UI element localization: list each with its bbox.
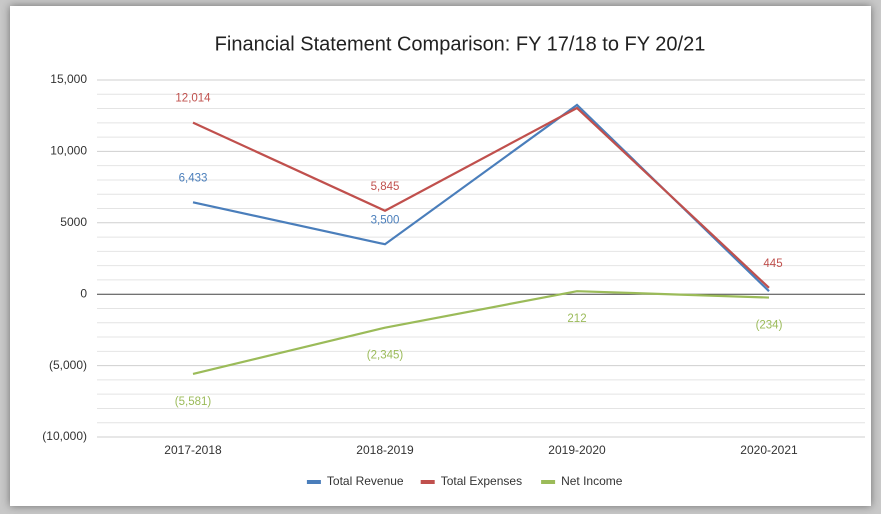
chart-title: Financial Statement Comparison: FY 17/18… xyxy=(215,33,706,55)
x-tick-label: 2018-2019 xyxy=(356,443,414,457)
legend-swatch xyxy=(306,480,321,484)
series-line xyxy=(192,106,770,289)
data-label: 212 xyxy=(567,313,586,325)
data-label: 12,014 xyxy=(175,93,211,105)
legend-swatch xyxy=(420,480,435,484)
y-tick-label: 15,000 xyxy=(50,72,87,86)
data-label: 6,433 xyxy=(179,172,208,184)
y-tick-label: 5000 xyxy=(60,215,87,229)
data-label: (5,581) xyxy=(175,396,212,408)
y-tick-label: (5,000) xyxy=(49,358,87,372)
x-tick-label: 2020-2021 xyxy=(740,443,798,457)
y-tick-label: 0 xyxy=(80,286,87,300)
series-line xyxy=(192,290,770,375)
data-label: 5,845 xyxy=(371,181,400,193)
legend-label: Total Revenue xyxy=(327,474,404,488)
data-label: 445 xyxy=(763,258,782,270)
x-tick-label: 2017-2018 xyxy=(164,443,222,457)
data-label: 3,500 xyxy=(371,214,400,226)
data-label: (234) xyxy=(756,320,783,332)
legend-label: Total Expenses xyxy=(441,474,522,488)
x-tick-label: 2019-2020 xyxy=(548,443,606,457)
y-tick-label: (10,000) xyxy=(42,429,87,443)
series-line xyxy=(192,103,770,292)
y-tick-label: 10,000 xyxy=(50,144,87,158)
legend-label: Net Income xyxy=(561,474,623,488)
data-label: (2,345) xyxy=(367,350,404,362)
legend-swatch xyxy=(541,480,556,484)
